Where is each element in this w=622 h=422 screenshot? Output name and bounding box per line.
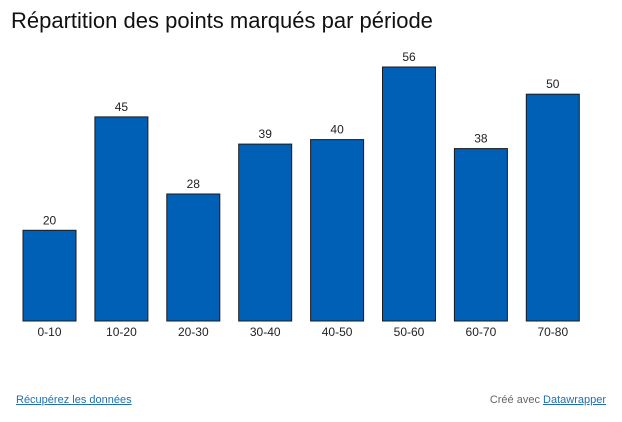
category-label-20-30: 20-30 bbox=[178, 325, 209, 339]
category-label-60-70: 60-70 bbox=[466, 325, 497, 339]
value-label-60-70: 38 bbox=[474, 132, 488, 146]
credit-prefix: Créé avec bbox=[489, 394, 540, 406]
value-label-20-30: 28 bbox=[187, 177, 201, 191]
value-label-10-20: 45 bbox=[115, 100, 129, 114]
category-label-50-60: 50-60 bbox=[394, 325, 425, 339]
category-label-30-40: 30-40 bbox=[250, 325, 281, 339]
bar-30-40 bbox=[238, 143, 293, 322]
category-label-40-50: 40-50 bbox=[322, 325, 353, 339]
category-label-10-20: 10-20 bbox=[106, 325, 137, 339]
value-label-50-60: 56 bbox=[402, 50, 416, 64]
datawrapper-link[interactable]: Datawrapper bbox=[543, 394, 606, 406]
credit-text: Créé avec Datawrapper bbox=[490, 394, 606, 406]
value-label-30-40: 39 bbox=[259, 127, 273, 141]
bar-20-30 bbox=[166, 193, 221, 322]
category-label-0-10: 0-10 bbox=[37, 325, 61, 339]
value-label-70-80: 50 bbox=[546, 77, 560, 91]
value-label-40-50: 40 bbox=[330, 123, 344, 137]
category-label-70-80: 70-80 bbox=[537, 325, 568, 339]
value-label-0-10: 20 bbox=[43, 213, 57, 227]
bar-40-50 bbox=[310, 139, 365, 322]
bar-10-20 bbox=[94, 116, 149, 322]
chart-title: Répartition des points marqués par pério… bbox=[11, 8, 433, 33]
download-data-link[interactable]: Récupérez les données bbox=[16, 394, 132, 406]
bar-60-70 bbox=[453, 148, 508, 322]
bar-70-80 bbox=[525, 93, 580, 322]
bar-0-10 bbox=[22, 229, 77, 322]
bar-50-60 bbox=[382, 66, 436, 322]
